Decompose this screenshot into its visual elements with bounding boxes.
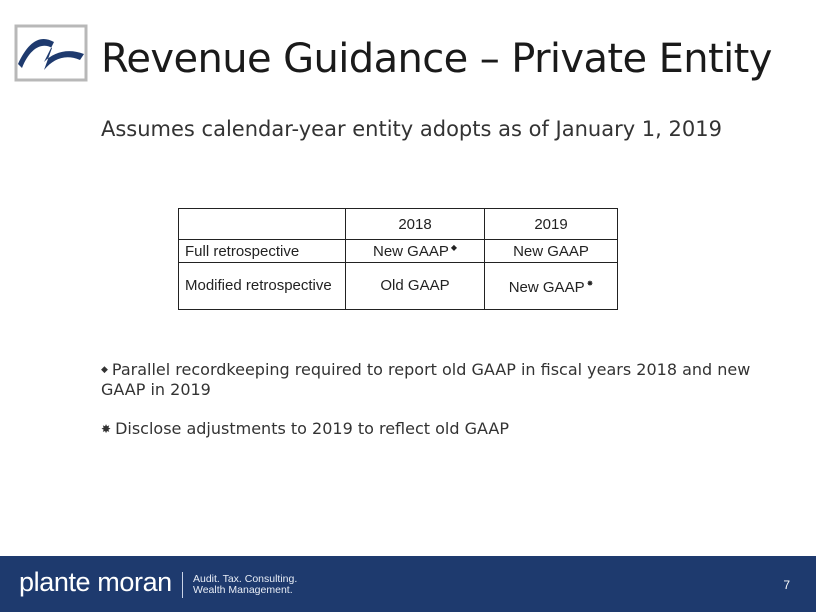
subtitle: Assumes calendar-year entity adopts as o…	[101, 117, 722, 141]
footnote-text: Parallel recordkeeping required to repor…	[101, 360, 751, 399]
footer-divider	[182, 572, 183, 598]
adoption-table: 2018 2019 Full retrospective New GAAP ◆ N…	[178, 208, 618, 310]
footnote-parallel-recordkeeping: ◆ Parallel recordkeeping required to repo…	[101, 360, 781, 400]
table-header-row: 2018 2019	[178, 208, 618, 240]
brand-tagline: Audit. Tax. Consulting. Wealth Managemen…	[193, 574, 297, 596]
row-label: Full retrospective	[178, 239, 346, 263]
burst-icon: ✸	[586, 279, 594, 288]
brand-wordmark: plante moran	[19, 567, 172, 597]
tagline-line-1: Audit. Tax. Consulting.	[193, 573, 298, 585]
table-header-2019: 2019	[484, 208, 618, 240]
footer-bar: plante moran Audit. Tax. Consulting. Wea…	[0, 556, 816, 612]
table-header-2018: 2018	[345, 208, 485, 240]
tagline-line-2: Wealth Management.	[193, 584, 293, 596]
company-logo-icon	[14, 24, 88, 82]
table-header-blank	[178, 208, 346, 240]
table-cell: New GAAP	[484, 239, 618, 263]
page-title: Revenue Guidance – Private Entity	[101, 36, 772, 82]
table-cell: New GAAP ◆	[345, 239, 485, 263]
cell-value: New GAAP	[513, 242, 589, 260]
cell-value: Old GAAP	[380, 277, 450, 294]
footnote-text: Disclose adjustments to 2019 to reflect …	[115, 419, 509, 438]
cell-value: New GAAP	[508, 279, 585, 296]
table-cell: Old GAAP	[345, 262, 485, 310]
cell-value: New GAAP	[372, 242, 449, 260]
footnote-disclose-adjustments: ✸ Disclose adjustments to 2019 to reflect…	[101, 419, 781, 439]
table-row: Modified retrospective Old GAAP New GAAP…	[178, 262, 618, 310]
burst-icon: ✸	[101, 422, 112, 436]
diamond-icon: ◆	[450, 242, 457, 252]
page-number: 7	[783, 578, 790, 592]
row-label: Modified retrospective	[178, 262, 346, 310]
diamond-icon: ◆	[101, 365, 108, 375]
table-row: Full retrospective New GAAP ◆ New GAAP	[178, 239, 618, 263]
table-cell: New GAAP ✸	[484, 262, 618, 310]
